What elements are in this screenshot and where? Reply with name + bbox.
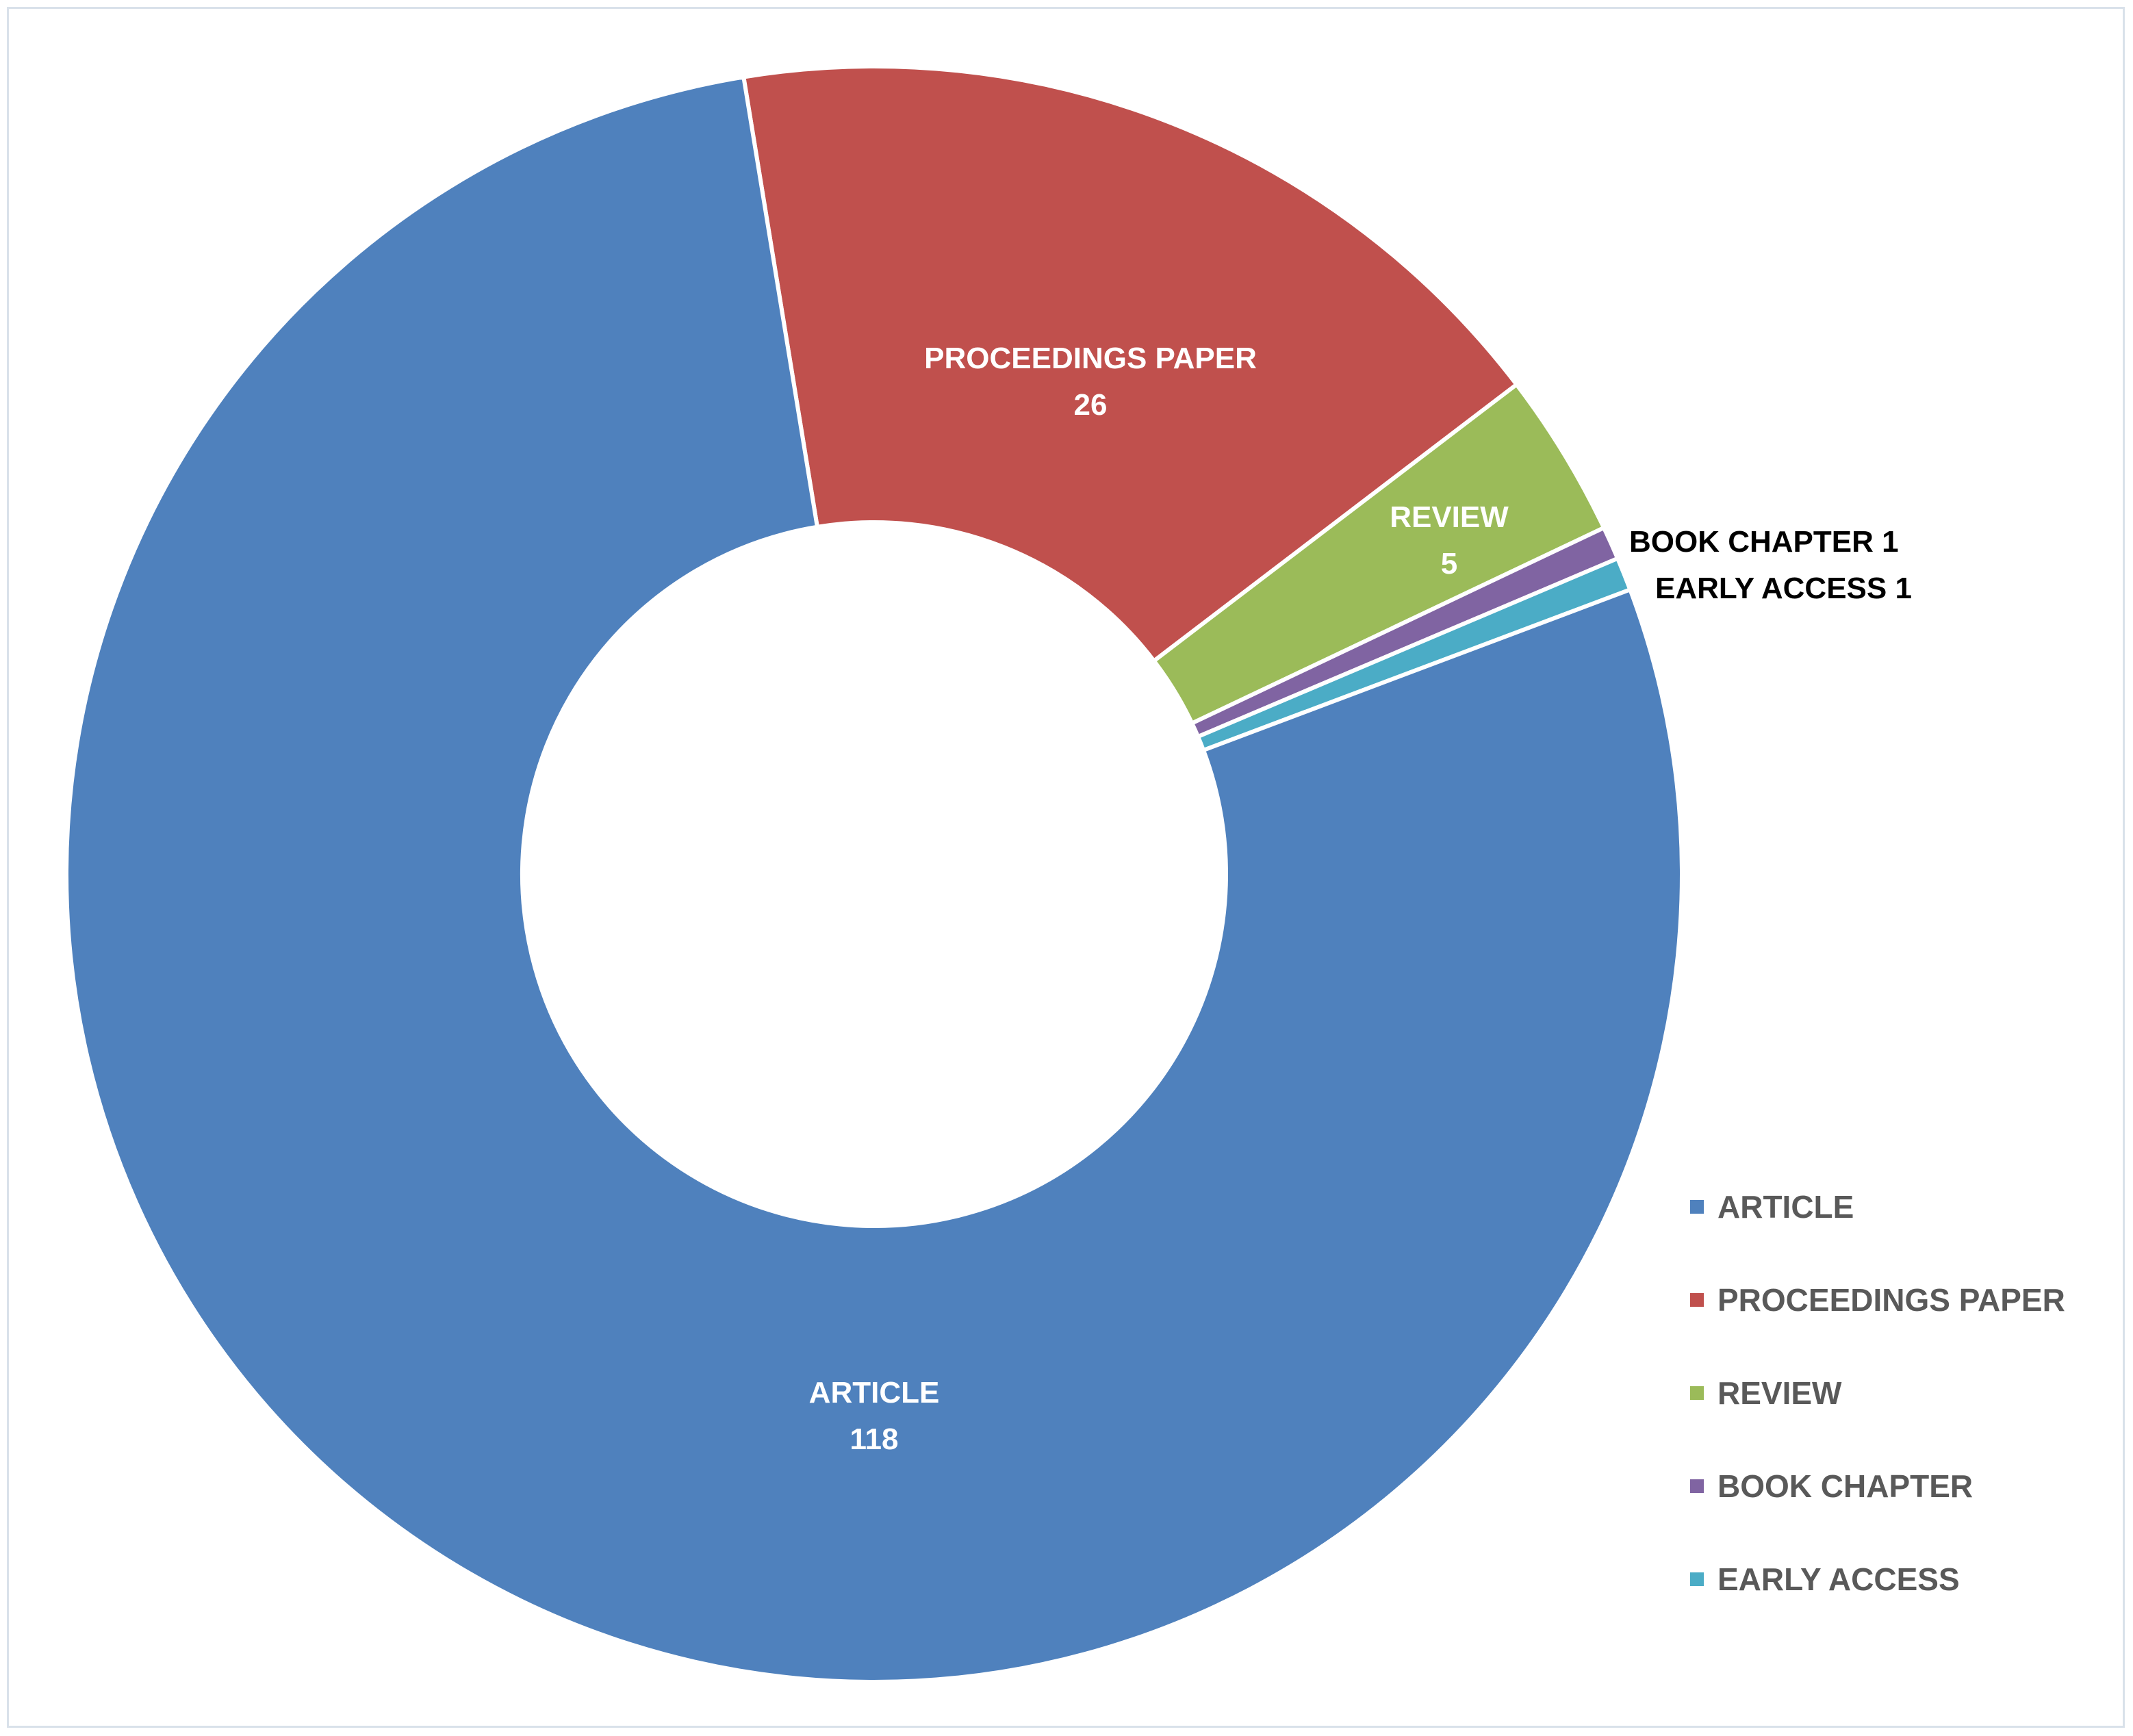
data-label-article-category: ARTICLE [809, 1376, 940, 1409]
slice-article [64, 75, 1684, 1684]
slice-proceedings-paper [741, 64, 1520, 664]
data-label-article-value: 118 [850, 1422, 899, 1456]
legend-swatch-proceedings-paper [1690, 1293, 1704, 1307]
donut-slices [64, 64, 1684, 1684]
data-label-proceedings-paper-value: 26 [1074, 388, 1108, 422]
legend-label-review: REVIEW [1717, 1375, 1842, 1411]
legend-label-article: ARTICLE [1717, 1189, 1854, 1225]
legend: ARTICLE PROCEEDINGS PAPER REVIEW BOOK CHAPT… [1690, 1189, 2065, 1597]
legend-swatch-book-chapter [1690, 1479, 1704, 1493]
data-label-review-category: REVIEW [1390, 500, 1509, 534]
legend-label-early-access: EARLY ACCESS [1717, 1561, 1960, 1597]
legend-label-book-chapter: BOOK CHAPTER [1717, 1468, 1973, 1504]
chart-frame: ARTICLE 118 PROCEEDINGS PAPER 26 REVIEW 5 BOOK… [7, 7, 2125, 1728]
data-labels: ARTICLE 118 PROCEEDINGS PAPER 26 REVIEW 5 BOOK… [809, 342, 1912, 1456]
data-label-review-value: 5 [1441, 547, 1457, 580]
legend-swatch-review [1690, 1386, 1704, 1400]
data-label-book-chapter: BOOK CHAPTER 1 [1629, 525, 1899, 559]
legend-swatch-article [1690, 1200, 1704, 1214]
donut-chart: ARTICLE 118 PROCEEDINGS PAPER 26 REVIEW 5 BOOK… [64, 64, 2065, 1684]
legend-swatch-early-access [1690, 1572, 1704, 1586]
data-label-proceedings-paper-category: PROCEEDINGS PAPER [924, 342, 1257, 375]
legend-label-proceedings-paper: PROCEEDINGS PAPER [1717, 1282, 2065, 1318]
data-label-early-access: EARLY ACCESS 1 [1655, 572, 1912, 605]
